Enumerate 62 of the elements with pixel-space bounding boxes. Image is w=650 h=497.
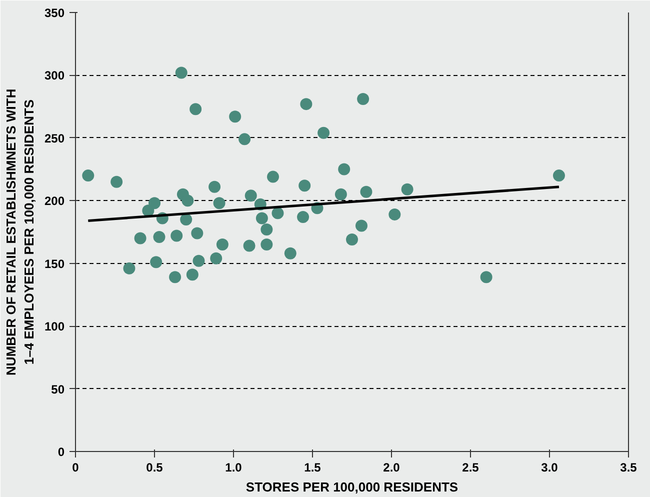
- point: [298, 180, 311, 192]
- y-tick-label: 350: [44, 6, 65, 20]
- y-tick-label: 0: [58, 445, 65, 459]
- point: [216, 238, 228, 251]
- point: [182, 194, 194, 207]
- y-axis-title: NUMBER OF RETAIL ESTABLISHMNETS WITH 1–4 EMPLOYEES PER 100,000 RESIDENTS: [3, 88, 36, 376]
- point: [355, 220, 368, 232]
- x-tick-label: 2.5: [462, 460, 480, 474]
- point: [357, 93, 370, 106]
- point: [480, 271, 492, 284]
- point: [244, 190, 257, 202]
- y-tick-label: 200: [44, 194, 65, 208]
- point: [256, 212, 268, 224]
- point: [346, 234, 358, 246]
- point: [170, 230, 183, 242]
- point: [243, 240, 256, 252]
- y-tick-label: 150: [44, 256, 65, 271]
- point: [153, 231, 166, 244]
- point: [134, 232, 146, 244]
- point: [360, 186, 372, 198]
- x-tick-label: 3.0: [541, 460, 558, 474]
- x-axis-title: STORES PER 100,000 RESIDENTS: [246, 480, 458, 494]
- y-tick-label: 100: [44, 320, 65, 334]
- point: [401, 183, 414, 196]
- point: [334, 188, 347, 200]
- point: [186, 268, 198, 281]
- x-tick-label: 1.5: [304, 460, 322, 474]
- point: [260, 224, 273, 236]
- point: [190, 103, 202, 116]
- point: [148, 197, 160, 210]
- point: [175, 66, 188, 79]
- point: [123, 262, 136, 274]
- point: [150, 256, 162, 268]
- point: [192, 254, 205, 267]
- point: [213, 197, 226, 210]
- y-tick-label: 300: [44, 68, 65, 83]
- point: [300, 98, 312, 110]
- point: [82, 170, 94, 182]
- x-tick-label: 0.5: [146, 460, 164, 474]
- x-tick-label: 2.0: [383, 460, 400, 474]
- point: [297, 210, 310, 223]
- point: [318, 126, 330, 139]
- x-tick-label: 3.5: [620, 460, 638, 474]
- point: [210, 252, 222, 264]
- point: [169, 271, 182, 284]
- point: [338, 163, 350, 176]
- point: [552, 170, 565, 182]
- x-tick-label: 0: [72, 460, 80, 474]
- point: [110, 176, 123, 188]
- x-tick-label: 1.0: [225, 460, 242, 474]
- point: [191, 227, 204, 240]
- point: [180, 213, 192, 226]
- y-tick-label: 50: [51, 382, 65, 396]
- point: [229, 110, 242, 123]
- point: [284, 247, 296, 260]
- point: [388, 208, 401, 220]
- point: [267, 170, 279, 183]
- point: [260, 238, 273, 251]
- point: [238, 133, 251, 146]
- point: [208, 180, 221, 193]
- y-tick-label: 250: [44, 131, 65, 146]
- point: [272, 207, 284, 220]
